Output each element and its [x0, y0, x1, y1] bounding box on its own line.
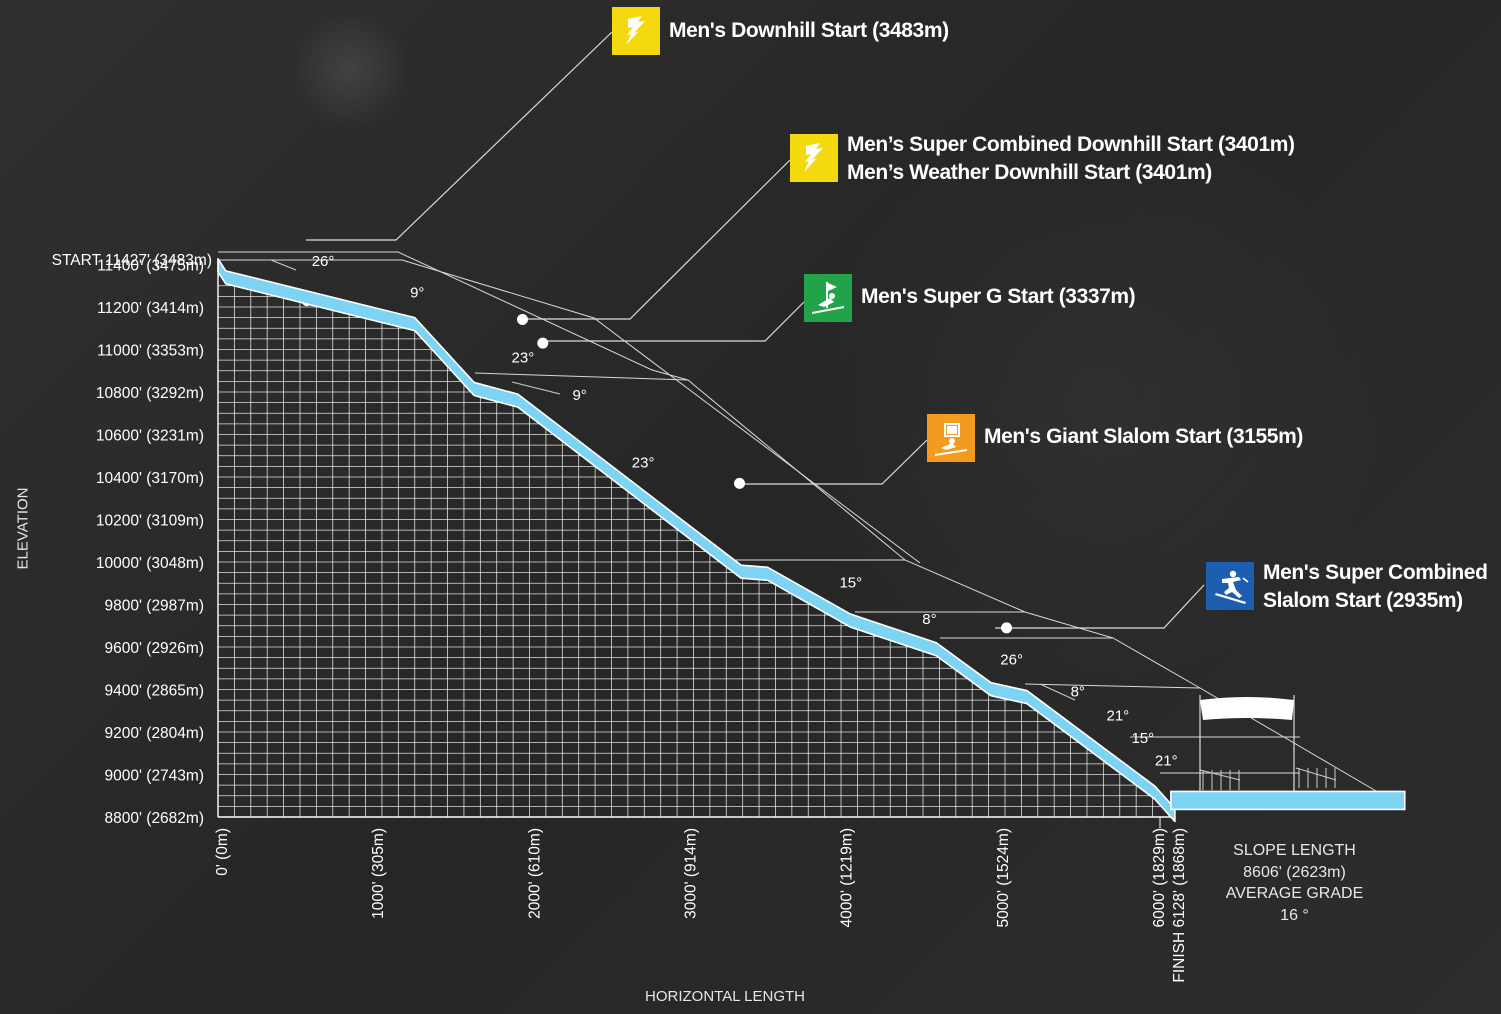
leader-lines	[301, 31, 1205, 634]
guide-lines	[218, 251, 1389, 799]
segment-angle-labels: 26°9°23°9°23°15°8°26°8°21°15°21°	[270, 253, 1178, 769]
segment-angle-label: 8°	[1071, 683, 1085, 700]
x-tick-label: 1000' (305m)	[370, 828, 387, 919]
giant-slalom-icon	[927, 414, 975, 462]
start-marker-dot	[516, 314, 528, 326]
guide-line	[474, 372, 689, 381]
elevation-grid	[217, 258, 1175, 818]
y-tick-label: 10200' (3109m)	[96, 513, 204, 530]
y-tick-label: 9600' (2926m)	[105, 640, 204, 657]
segment-angle-label: 9°	[410, 284, 424, 301]
segment-angle-label: 21°	[1106, 708, 1129, 725]
guide-line	[1024, 683, 1389, 799]
angle-pointer	[1039, 683, 1076, 701]
y-tick-label: 9800' (2987m)	[105, 598, 204, 615]
y-tick-label: 9200' (2804m)	[105, 725, 204, 742]
x-tick-label: 4000' (1219m)	[839, 828, 856, 927]
finish-banner	[1200, 697, 1294, 720]
angle-pointer	[270, 259, 297, 271]
y-tick-label: 11200' (3414m)	[97, 300, 204, 317]
annotation-text: Men's Super G Start (3337m)	[861, 283, 1136, 311]
downhill-icon	[612, 7, 660, 55]
finish-area-band	[1170, 790, 1406, 811]
y-tick-label: 11000' (3353m)	[97, 343, 204, 360]
y-tick-label: 9400' (2865m)	[105, 683, 204, 700]
y-tick-label: 10400' (3170m)	[96, 470, 204, 487]
annotation-text: Men's Giant Slalom Start (3155m)	[984, 423, 1303, 451]
start-elevation-label: START 11427' (3483m)	[52, 252, 212, 269]
leader-line	[517, 159, 791, 320]
super-g-icon	[804, 274, 852, 322]
y-tick-labels: START 11427' (3483m)11400' (3475m) 11200'…	[52, 252, 212, 827]
segment-angle-label: 26°	[1000, 651, 1023, 668]
x-tick-label: 6000' (1829m)	[1151, 828, 1168, 927]
start-marker-dot	[734, 477, 746, 489]
start-marker-dot	[537, 337, 549, 349]
x-tick-label: 5000' (1524m)	[995, 828, 1012, 927]
leader-line	[737, 439, 928, 485]
leader-line	[995, 584, 1205, 629]
segment-angle-label: 9°	[572, 387, 586, 404]
x-tick-label: 3000' (914m)	[683, 828, 700, 919]
segment-angle-label: 15°	[839, 575, 862, 592]
average-grade-label: AVERAGE GRADE	[1225, 885, 1364, 902]
super-combined-downhill-start-annotation: Men’s Super Combined Downhill Start (340…	[790, 131, 1295, 187]
x-tick-label: FINISH 6128' (1868m)	[1171, 828, 1188, 983]
annotation-line: Men's Giant Slalom Start (3155m)	[984, 425, 1303, 448]
segment-angle-label: 23°	[512, 349, 535, 366]
leader-line	[539, 301, 805, 342]
annotation-line: Men’s Weather Downhill Start (3401m)	[847, 161, 1212, 184]
leader-line	[306, 31, 613, 241]
y-tick-label: 11400' (3475m)	[97, 258, 204, 275]
segment-angle-label: 15°	[1131, 730, 1154, 747]
angle-pointer	[511, 381, 561, 395]
y-tick-label: 10800' (3292m)	[96, 385, 204, 402]
annotation-line: Men's Super G Start (3337m)	[861, 285, 1136, 308]
giant-slalom-start-annotation: Men's Giant Slalom Start (3155m)	[927, 414, 1303, 462]
annotation-line: Men’s Super Combined Downhill Start (340…	[847, 133, 1295, 156]
average-grade-value: 16 °	[1280, 906, 1309, 924]
x-tick-label: 0' (0m)	[214, 828, 231, 876]
x-axis-title: HORIZONTAL LENGTH	[645, 988, 806, 1005]
y-tick-label: 8800' (2682m)	[105, 810, 204, 827]
downhill-start-annotation: Men's Downhill Start (3483m)	[612, 7, 949, 55]
annotation-line: Men's Downhill Start (3483m)	[669, 19, 949, 42]
segment-angle-label: 21°	[1155, 752, 1178, 769]
slope-band	[217, 257, 1176, 823]
segment-angle-label: 23°	[632, 454, 655, 471]
annotation-text: Men's Downhill Start (3483m)	[669, 17, 949, 45]
slope-profile	[217, 257, 1406, 823]
y-tick-label: 9000' (2743m)	[105, 768, 204, 785]
downhill-icon	[790, 134, 838, 182]
guide-line	[218, 259, 921, 564]
annotation-text: Men's Super Combined Slalom Start (2935m…	[1263, 559, 1488, 615]
start-marker-dot	[1001, 622, 1013, 634]
y-tick-label: 10600' (3231m)	[96, 428, 204, 445]
slope-length-label: SLOPE LENGTH	[1233, 842, 1356, 859]
fence-rail	[1295, 767, 1337, 781]
segment-angle-label: 26°	[312, 253, 335, 270]
annotation-text: Men’s Super Combined Downhill Start (340…	[847, 131, 1295, 187]
slope-summary: SLOPE LENGTH 8606' (2623m) AVERAGE GRADE…	[1212, 840, 1377, 926]
x-tick-label: 2000' (610m)	[526, 828, 543, 919]
y-axis-title: ELEVATION	[14, 487, 32, 570]
slope-length-value: 8606' (2623m)	[1243, 863, 1346, 881]
y-tick-label: 10000' (3048m)	[96, 555, 204, 572]
fence-rail	[1199, 769, 1241, 781]
super-g-start-annotation: Men's Super G Start (3337m)	[804, 274, 1136, 322]
slalom-skier-icon	[1206, 562, 1254, 610]
annotation-line: Slalom Start (2935m)	[1263, 589, 1463, 612]
segment-angle-label: 8°	[922, 611, 936, 628]
x-tick-labels: 0' (0m) 1000' (305m) 2000' (610m) 3000' (91…	[214, 817, 1188, 983]
annotation-line: Men's Super Combined	[1263, 561, 1488, 584]
super-combined-slalom-start-annotation: Men's Super Combined Slalom Start (2935m…	[1206, 559, 1488, 615]
